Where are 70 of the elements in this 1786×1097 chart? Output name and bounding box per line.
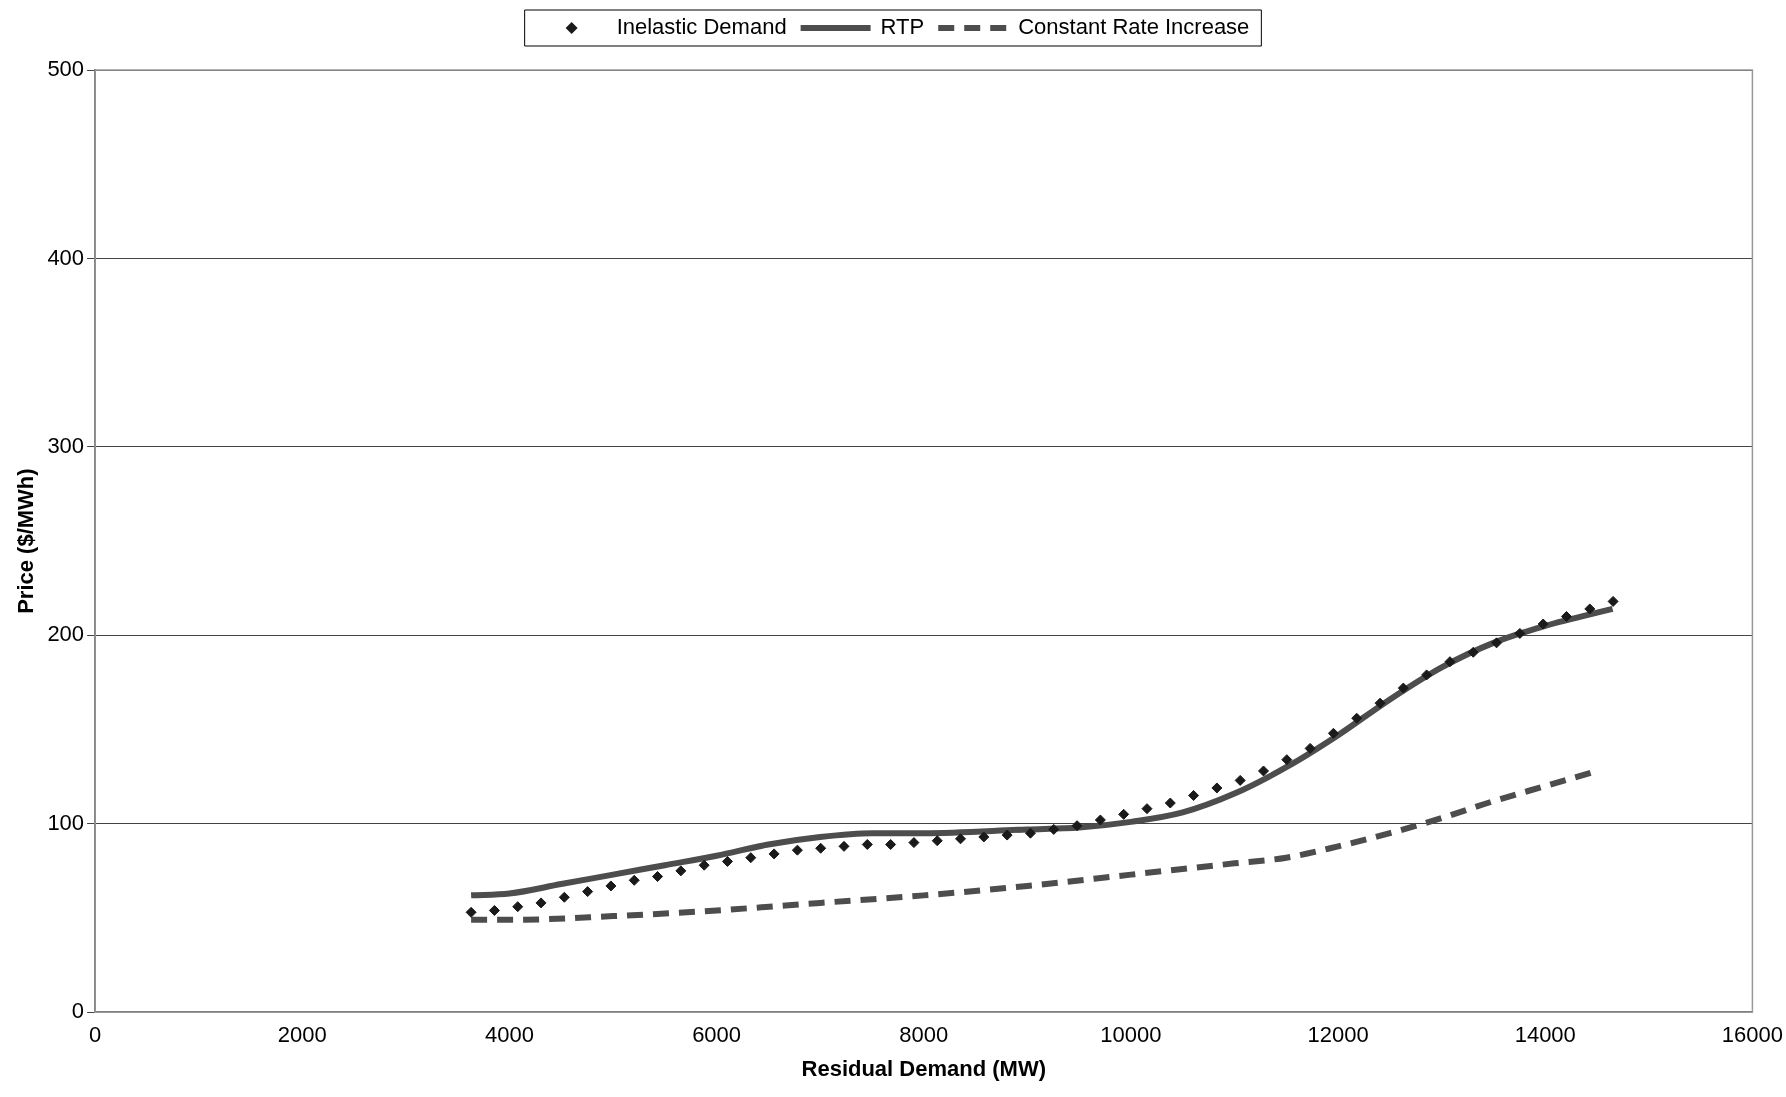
point	[978, 831, 990, 843]
y-tick-label: 100	[47, 809, 85, 835]
point	[1211, 782, 1223, 794]
x-axis-title: Residual Demand (MW)	[801, 1055, 1046, 1081]
point	[1397, 682, 1409, 694]
point	[1281, 754, 1293, 766]
y-axis-title: Price ($/MWh)	[13, 468, 39, 614]
point	[558, 891, 570, 903]
point	[675, 865, 687, 877]
point	[1444, 656, 1456, 668]
point	[745, 852, 757, 864]
point	[1607, 595, 1619, 607]
point	[1537, 618, 1549, 630]
point	[1584, 603, 1596, 615]
point	[1118, 808, 1130, 820]
x-tick-label: 14000	[1514, 1022, 1576, 1048]
x-tick-label: 4000	[484, 1022, 534, 1048]
point	[512, 901, 524, 913]
legend-label: Constant Rate Increase	[1018, 14, 1250, 40]
point	[721, 855, 733, 867]
point	[1141, 803, 1153, 815]
x-tick-label: 16000	[1721, 1022, 1784, 1048]
point	[861, 838, 873, 850]
x-tick-label: 12000	[1307, 1022, 1369, 1048]
point	[791, 844, 803, 856]
x-tick-label: 2000	[277, 1022, 327, 1048]
x-tick-label: 10000	[1100, 1022, 1162, 1048]
x-tick-label: 6000	[692, 1022, 742, 1048]
point	[1234, 774, 1246, 786]
y-tick-label: 300	[47, 432, 85, 458]
x-tick-label: 0	[88, 1022, 102, 1048]
point	[1421, 669, 1433, 681]
point	[535, 897, 547, 909]
point	[1188, 789, 1200, 801]
point	[768, 848, 780, 860]
point	[1164, 797, 1176, 809]
legend-label: Inelastic Demand	[616, 14, 787, 40]
y-tick-label: 0	[71, 998, 85, 1024]
point	[838, 840, 850, 852]
point	[652, 871, 664, 883]
point	[1514, 627, 1526, 639]
point	[931, 835, 943, 847]
point	[1304, 742, 1316, 754]
point	[1560, 610, 1572, 622]
point	[1258, 765, 1270, 777]
point	[605, 880, 617, 892]
point	[908, 837, 920, 849]
point	[465, 906, 477, 918]
point	[1024, 827, 1036, 839]
point	[1071, 820, 1083, 832]
y-tick-label: 500	[47, 56, 85, 82]
point	[1048, 823, 1060, 835]
point	[885, 838, 897, 850]
point	[1374, 697, 1386, 709]
point	[582, 886, 594, 898]
point	[488, 904, 500, 916]
point	[955, 833, 967, 845]
point	[1351, 712, 1363, 724]
point	[1327, 727, 1339, 739]
point	[1094, 814, 1106, 826]
point	[1467, 646, 1479, 658]
y-tick-label: 200	[47, 621, 85, 647]
y-tick-label: 400	[47, 244, 85, 270]
point	[628, 874, 640, 886]
point	[1001, 829, 1013, 841]
point	[815, 842, 827, 854]
point	[1491, 637, 1503, 649]
x-tick-label: 8000	[899, 1022, 949, 1048]
legend-label: RTP	[880, 14, 925, 40]
point	[698, 859, 710, 871]
